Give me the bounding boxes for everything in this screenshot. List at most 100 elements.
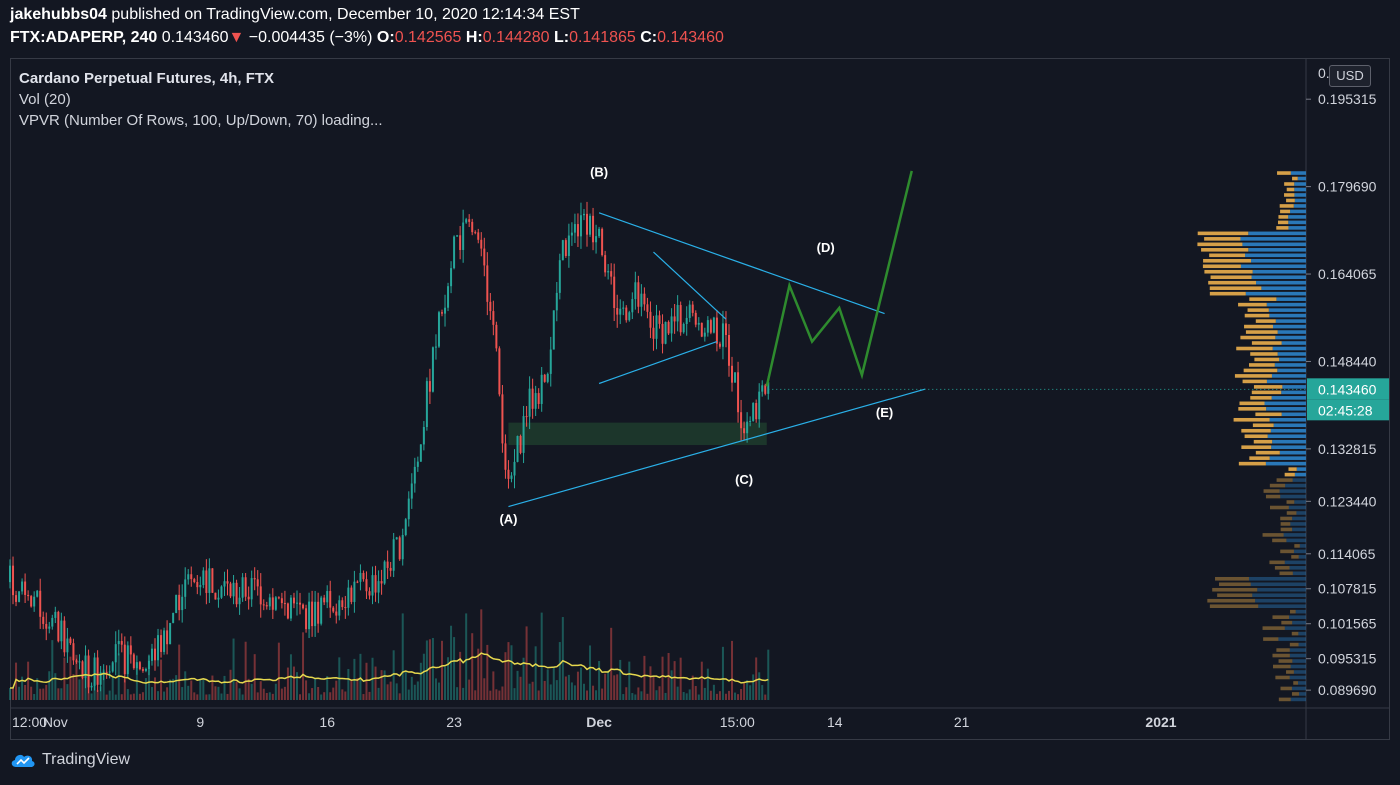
candle-body [30, 596, 33, 607]
vpvr-down-bar [1284, 472, 1295, 477]
vpvr-down-bar [1252, 423, 1274, 428]
volume-bar [607, 670, 610, 700]
vpvr-down-bar [1251, 390, 1282, 395]
vpvr-up-bar [1266, 379, 1306, 384]
candle-body [727, 334, 730, 366]
candle-body [740, 412, 743, 429]
volume-bar [190, 680, 193, 700]
currency-button[interactable]: USD [1329, 65, 1371, 87]
candle-body [326, 591, 329, 603]
vpvr-down-bar [1201, 248, 1249, 252]
candle-body [60, 620, 63, 642]
candle-body [631, 299, 634, 313]
volume-bar [601, 688, 604, 700]
volume-bar [392, 650, 395, 700]
volume-bar [640, 691, 643, 700]
volume-bar [489, 690, 492, 700]
candle-body [495, 324, 498, 349]
vpvr-down-bar [1244, 434, 1268, 439]
volume-bar [586, 690, 589, 700]
x-tick-label: 23 [446, 714, 462, 730]
candle-body [223, 581, 226, 587]
candle-body [39, 590, 42, 617]
candle-body [576, 224, 579, 237]
tradingview-cloud-icon [11, 754, 35, 767]
volume-bar [441, 640, 443, 700]
candle-body [63, 620, 66, 653]
vpvr-up-bar [1251, 258, 1306, 263]
volume-bar [637, 687, 640, 700]
wave-label: (B) [590, 164, 608, 179]
vpvr-down-bar [1280, 209, 1291, 214]
vpvr-up-bar [1292, 659, 1306, 663]
candle-body [703, 332, 706, 337]
volume-bar [347, 668, 350, 700]
volume-bar [434, 678, 437, 700]
vpvr-down-bar [1286, 187, 1295, 192]
candle-body [619, 308, 622, 315]
candle-body [731, 365, 734, 383]
vpvr-up-bar [1299, 544, 1306, 548]
candle-body [504, 443, 507, 470]
vpvr-up-bar [1266, 407, 1306, 411]
vpvr-down-bar [1251, 341, 1282, 345]
candle-body [45, 623, 48, 629]
candle-body [474, 232, 477, 234]
volume-bar [628, 661, 631, 700]
candle-body [108, 671, 111, 673]
candle-body [268, 597, 271, 607]
candle-body [625, 307, 628, 321]
candle-body [416, 461, 419, 467]
vpvr-up-bar [1298, 642, 1306, 647]
candle-body [374, 575, 377, 593]
volume-bar [492, 671, 495, 700]
y-tick-label: 0.101565 [1318, 616, 1377, 632]
candle-body [299, 602, 302, 605]
vpvr-up-bar [1298, 692, 1306, 696]
volume-bar [51, 640, 54, 700]
vpvr-down-bar [1250, 352, 1278, 356]
volume-bar [271, 693, 274, 700]
candle-body [117, 641, 120, 645]
vpvr-up-bar [1252, 593, 1306, 598]
candle-body [368, 591, 371, 596]
candle-body [323, 597, 326, 603]
volume-bar [540, 612, 543, 700]
trendline [598, 212, 885, 315]
candle-body [232, 582, 235, 597]
volume-bar [712, 684, 715, 700]
volume-bar [589, 645, 592, 700]
candle-body [114, 644, 117, 663]
volume-bar [471, 633, 474, 700]
volume-bar [163, 691, 166, 700]
volume-bar [447, 657, 450, 700]
volume-bar [661, 656, 664, 700]
vpvr-up-bar [1293, 204, 1306, 208]
vpvr-down-bar [1280, 516, 1293, 521]
volume-indicator[interactable]: Vol (20) [19, 91, 71, 108]
vpvr-up-bar [1289, 648, 1306, 652]
vpvr-down-bar [1278, 659, 1293, 663]
candle-body [471, 221, 474, 233]
candle-body [280, 598, 283, 604]
volume-bar [253, 654, 256, 700]
vpvr-up-bar [1281, 341, 1306, 345]
vpvr-up-bar [1295, 609, 1306, 614]
vpvr-down-bar [1238, 461, 1266, 466]
x-tick-label: 9 [196, 714, 204, 730]
candle-body [646, 304, 649, 312]
volume-bar [205, 694, 208, 700]
candle-body [302, 604, 305, 609]
candle-body [305, 608, 308, 630]
x-tick-label: 14 [827, 714, 843, 730]
volume-bar [658, 686, 661, 700]
tradingview-footer[interactable]: TradingView [10, 751, 130, 769]
vpvr-indicator[interactable]: VPVR (Number Of Rows, 100, Up/Down, 70) … [19, 112, 383, 129]
chart-panel[interactable] [10, 58, 1390, 740]
candle-body [522, 416, 525, 453]
candle-body [486, 265, 489, 302]
candle-body [271, 597, 274, 610]
candle-body [196, 582, 199, 588]
volume-bar [634, 694, 637, 700]
